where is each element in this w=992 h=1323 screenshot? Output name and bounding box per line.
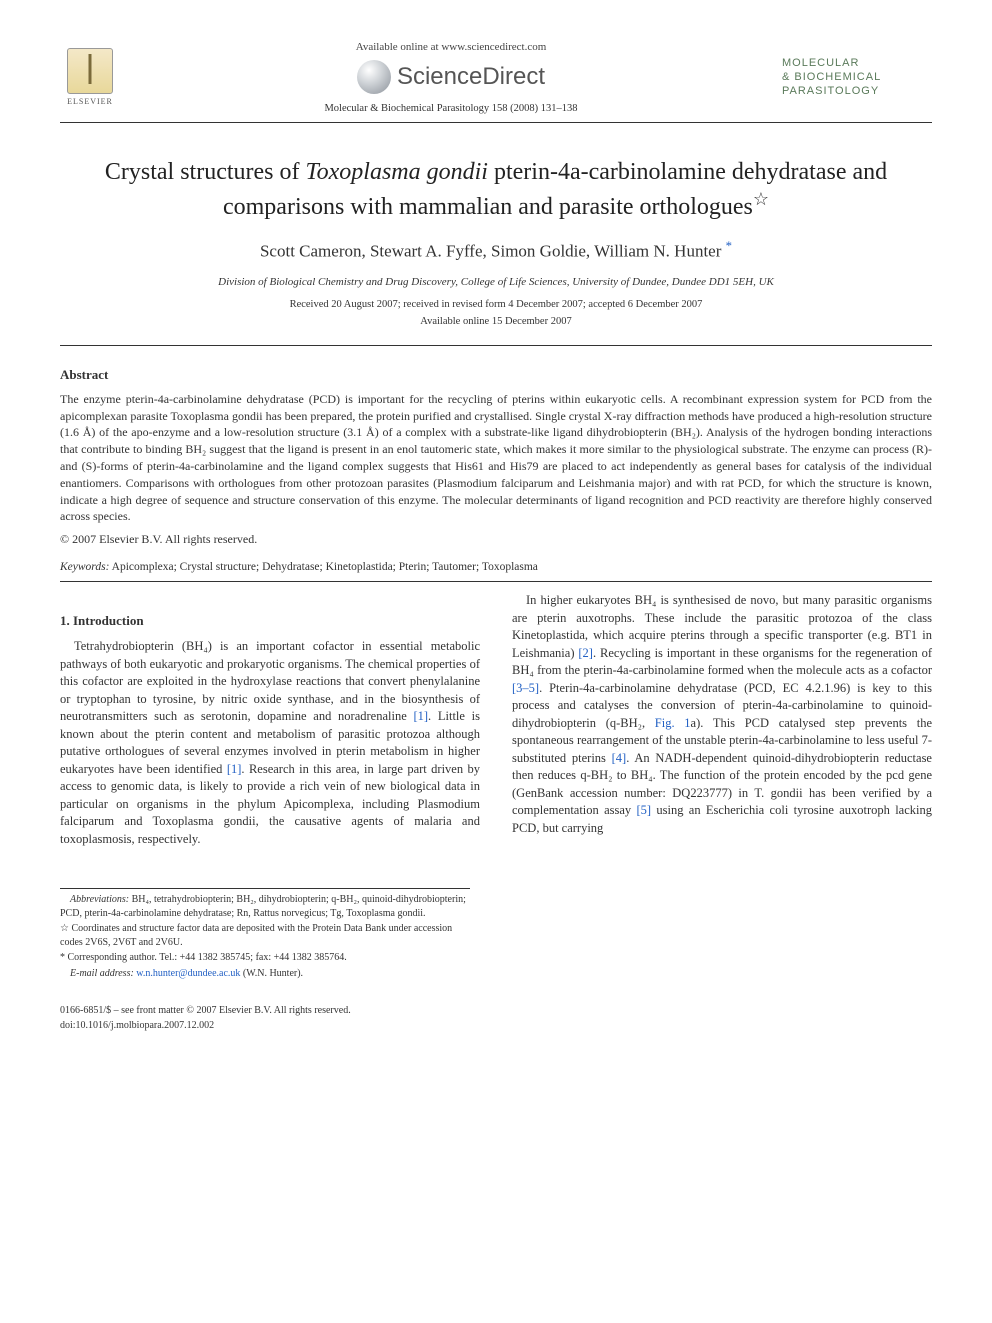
journal-name-block: MOLECULAR & BIOCHEMICAL PARASITOLOGY (782, 56, 932, 101)
corresponding-author-footnote: * Corresponding author. Tel.: +44 1382 3… (60, 951, 470, 965)
email-tail: (W.N. Hunter). (240, 968, 303, 979)
abstract-heading: Abstract (60, 366, 932, 385)
title-pre: Crystal structures of (105, 159, 306, 185)
email-label: E-mail address: (70, 968, 134, 979)
available-online-text: Available online at www.sciencedirect.co… (120, 40, 782, 56)
sciencedirect-text: ScienceDirect (397, 60, 545, 95)
sciencedirect-logo: ScienceDirect (357, 60, 545, 95)
data-deposition-footnote: ☆ Coordinates and structure factor data … (60, 922, 470, 949)
keywords-label: Keywords: (60, 561, 109, 573)
title-italic-species: Toxoplasma gondii (305, 159, 487, 185)
ref-link-1[interactable]: [1] (413, 709, 428, 723)
available-online-date: Available online 15 December 2007 (60, 314, 932, 329)
ref-link-2[interactable]: [2] (578, 646, 593, 660)
title-footnote-star-icon: ☆ (753, 189, 769, 209)
elsevier-label: ELSEVIER (67, 96, 113, 108)
journal-name-line3: PARASITOLOGY (782, 84, 932, 100)
journal-citation: Molecular & Biochemical Parasitology 158… (120, 101, 782, 116)
journal-name-line1: MOLECULAR (782, 56, 932, 70)
ref-link-1b[interactable]: [1] (227, 762, 242, 776)
keywords-line: Keywords: Apicomplexa; Crystal structure… (60, 559, 932, 576)
sciencedirect-orb-icon (357, 60, 391, 94)
email-footnote: E-mail address: w.n.hunter@dundee.ac.uk … (60, 967, 470, 981)
footnotes-block: Abbreviations: BH₄, tetrahydrobiopterin;… (60, 888, 470, 980)
intro-paragraph-2: In higher eukaryotes BH₄ is synthesised … (512, 592, 932, 837)
doi-line: doi:10.1016/j.molbiopara.2007.12.002 (60, 1019, 932, 1034)
ref-link-3-5[interactable]: [3–5] (512, 681, 539, 695)
affiliation: Division of Biological Chemistry and Dru… (60, 275, 932, 291)
body-columns: 1. Introduction Tetrahydrobiopterin (BH₄… (60, 592, 932, 848)
elsevier-tree-icon (67, 48, 113, 94)
email-link[interactable]: w.n.hunter@dundee.ac.uk (134, 968, 241, 979)
abbrev-label: Abbreviations: (70, 894, 129, 905)
corresponding-author-mark-icon: * (726, 239, 732, 253)
post-abstract-rule (60, 581, 932, 582)
ref-link-5[interactable]: [5] (637, 803, 652, 817)
copyright-line: © 2007 Elsevier B.V. All rights reserved… (60, 531, 932, 548)
fig-link-1[interactable]: Fig. 1 (655, 716, 691, 730)
front-matter-line: 0166-6851/$ – see front matter © 2007 El… (60, 1004, 932, 1019)
abstract-body: The enzyme pterin-4a-carbinolamine dehyd… (60, 391, 932, 525)
abbreviations-footnote: Abbreviations: BH₄, tetrahydrobiopterin;… (60, 893, 470, 920)
elsevier-logo: ELSEVIER (60, 43, 120, 113)
intro-paragraph-1: Tetrahydrobiopterin (BH₄) is an importan… (60, 638, 480, 848)
introduction-heading: 1. Introduction (60, 612, 480, 630)
journal-header: ELSEVIER Available online at www.science… (60, 40, 932, 116)
journal-name-line2: & BIOCHEMICAL (782, 70, 932, 84)
keywords-body: Apicomplexa; Crystal structure; Dehydrat… (109, 561, 537, 573)
article-title: Crystal structures of Toxoplasma gondii … (60, 157, 932, 223)
author-list: Scott Cameron, Stewart A. Fyffe, Simon G… (60, 237, 932, 264)
header-center: Available online at www.sciencedirect.co… (120, 40, 782, 116)
ref-link-4[interactable]: [4] (612, 751, 627, 765)
authors-text: Scott Cameron, Stewart A. Fyffe, Simon G… (260, 242, 721, 261)
received-dates: Received 20 August 2007; received in rev… (60, 297, 932, 312)
header-rule (60, 122, 932, 123)
pre-abstract-rule (60, 345, 932, 346)
